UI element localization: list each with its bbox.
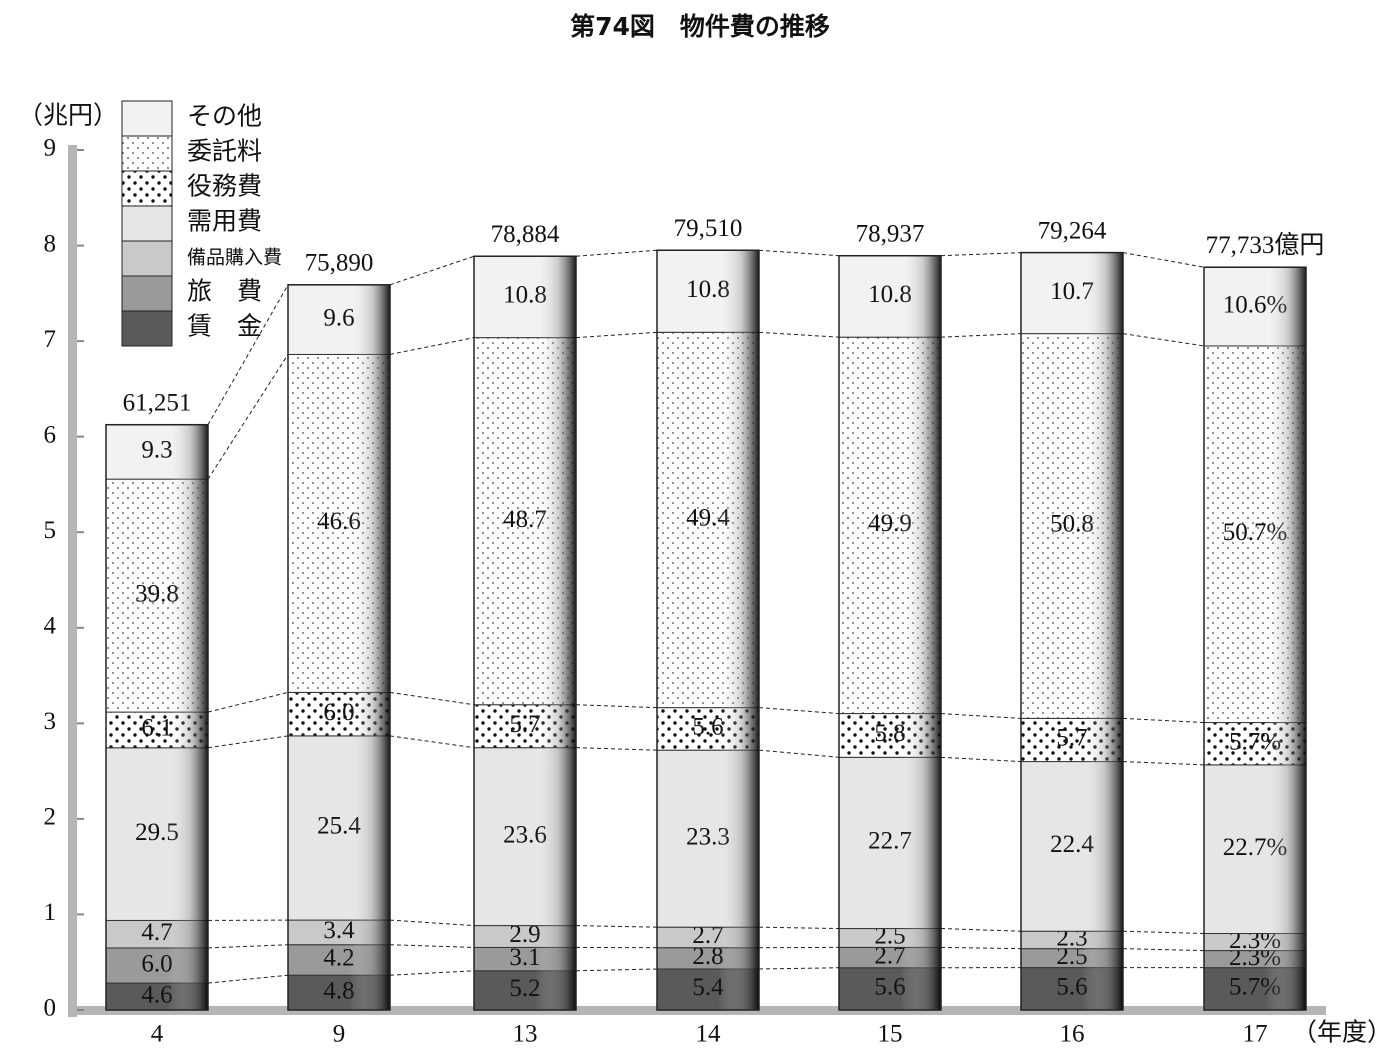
bar-outline	[287, 284, 391, 1011]
legend-swatch	[121, 135, 173, 172]
total-label: 75,890	[305, 250, 374, 277]
legend-swatch	[121, 240, 173, 277]
y-tick-label: 8	[44, 230, 57, 257]
y-tick-label: 2	[44, 804, 57, 831]
total-label: 78,884	[491, 221, 560, 248]
y-tick-label: 3	[44, 708, 57, 735]
y-tick-label: 4	[44, 613, 57, 640]
total-label: 77,733億円	[1206, 231, 1325, 259]
y-tick-label: 6	[44, 421, 57, 448]
connector	[940, 333, 1022, 338]
x-tick-label: 17	[1243, 1021, 1268, 1048]
legend-swatch	[121, 205, 173, 242]
bar-outline	[1203, 266, 1307, 1011]
total-label: 79,510	[674, 215, 743, 242]
total-label: 78,937	[856, 220, 925, 247]
bar-outline	[1020, 251, 1124, 1011]
bar-shade	[1082, 252, 1123, 1010]
y-axis-label: （兆円）	[18, 102, 118, 130]
connector	[758, 749, 840, 758]
connector	[1122, 717, 1205, 724]
legend-label: 需用費	[187, 208, 262, 236]
connector	[389, 691, 475, 706]
x-tick-label: 15	[878, 1021, 903, 1048]
connector	[758, 249, 840, 257]
bar-outline	[473, 255, 577, 1011]
bar-shade	[535, 256, 576, 1010]
connector	[389, 255, 475, 286]
legend-swatch	[121, 275, 173, 312]
connector	[389, 337, 475, 355]
legend-label: 委託料	[187, 138, 262, 166]
connector	[758, 967, 840, 970]
x-tick-label: 9	[333, 1021, 346, 1048]
bar-shade	[1265, 267, 1306, 1010]
x-tick-label: 4	[151, 1021, 164, 1048]
connector	[389, 970, 475, 976]
bar-outline	[105, 423, 209, 1011]
x-tick-label: 16	[1060, 1021, 1085, 1048]
bar-outline	[656, 249, 760, 1011]
connector	[758, 331, 840, 338]
connector	[207, 944, 289, 949]
connector	[940, 928, 1022, 932]
connector	[575, 704, 658, 709]
connector	[1122, 333, 1205, 347]
connector	[389, 919, 475, 927]
legend-label: 賃 金	[187, 313, 262, 341]
connector	[940, 252, 1022, 257]
connector	[575, 925, 658, 928]
connector	[1122, 948, 1205, 952]
y-tick-label: 7	[44, 326, 57, 353]
x-tick-label: 13	[513, 1021, 538, 1048]
connector	[575, 968, 658, 972]
y-tick-label: 0	[44, 995, 57, 1022]
connector	[940, 946, 1022, 950]
connector	[207, 691, 289, 713]
legend-label: 役務費	[187, 173, 262, 201]
connector	[207, 354, 289, 480]
connector	[940, 756, 1022, 763]
bar-shade	[900, 255, 941, 1010]
bar-shade	[718, 250, 759, 1010]
connector	[1122, 761, 1205, 766]
y-tick-label: 9	[44, 135, 57, 162]
x-axis-label: （年度）	[1292, 1019, 1392, 1047]
y-tick-label: 5	[44, 517, 57, 544]
y-tick-label: 1	[44, 899, 57, 926]
connector	[758, 707, 840, 715]
legend-swatch	[121, 170, 173, 207]
connector	[940, 713, 1022, 719]
connector	[575, 331, 658, 339]
bar-shade	[167, 424, 208, 1011]
legend-swatch	[121, 310, 173, 347]
x-tick-label: 14	[696, 1021, 722, 1048]
connector	[389, 944, 475, 948]
connector	[207, 284, 289, 425]
legend-swatch	[121, 100, 173, 137]
legend-label: 備品購入費	[187, 246, 282, 268]
connector	[575, 249, 658, 257]
connector	[1122, 930, 1205, 934]
connector	[207, 974, 289, 984]
total-label: 79,264	[1038, 217, 1107, 244]
y-axis	[68, 145, 77, 1017]
connector	[575, 747, 658, 751]
connector	[1122, 252, 1205, 268]
legend-label: 旅 費	[187, 278, 262, 306]
bar-shade	[349, 284, 390, 1011]
chart-title: 第74図 物件費の推移	[570, 12, 830, 41]
legend-label: その他	[187, 103, 262, 131]
connector	[758, 926, 840, 930]
connector	[207, 735, 289, 749]
total-label: 61,251	[123, 389, 192, 416]
bar-outline	[838, 254, 942, 1011]
connector	[389, 735, 475, 749]
